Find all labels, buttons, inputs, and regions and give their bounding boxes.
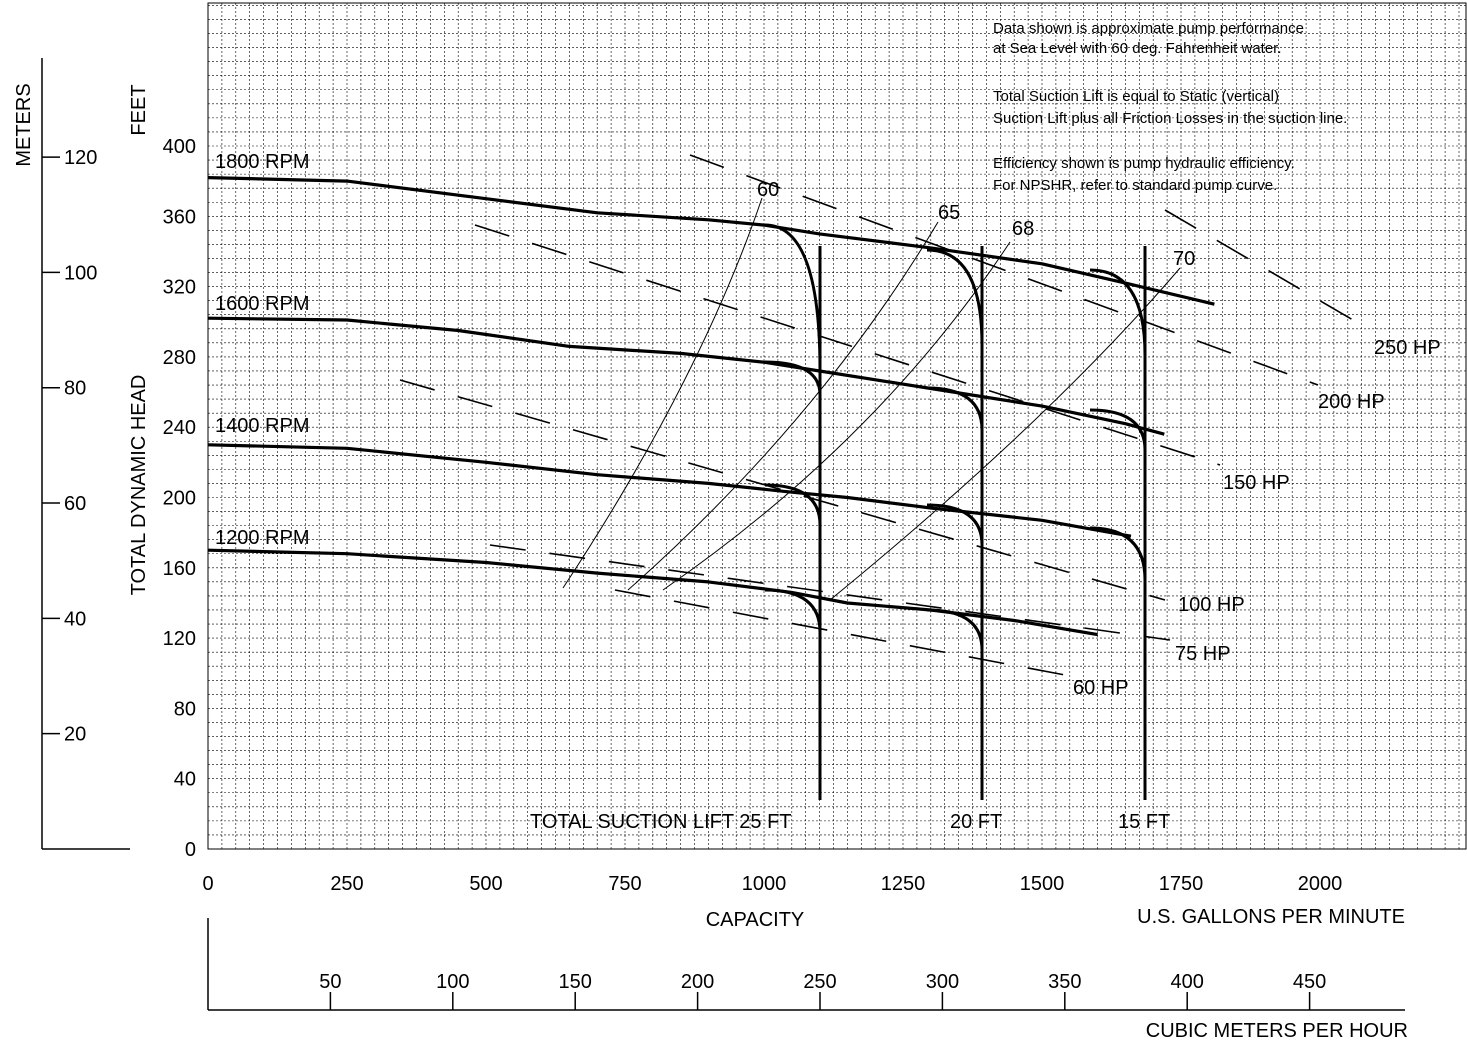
secondary-x-tick-label: 50 xyxy=(319,971,341,993)
efficiency-line xyxy=(829,267,1181,601)
suction-lift-label: 15 FT xyxy=(1118,811,1170,833)
suction-lift-label: 20 FT xyxy=(950,811,1002,833)
x-tick-label: 500 xyxy=(469,873,502,895)
rpm-curve xyxy=(207,548,1098,637)
secondary-x-tick-label: 450 xyxy=(1293,971,1326,993)
hp-label: 100 HP xyxy=(1178,594,1245,616)
y-tick-label: 400 xyxy=(163,136,196,158)
suction-lift-knee xyxy=(926,386,984,431)
note-line: For NPSHR, refer to standard pump curve. xyxy=(993,177,1277,194)
x-axis-label: CAPACITY xyxy=(706,909,805,931)
suction-lift-knee xyxy=(764,360,822,396)
suction-lift-knee xyxy=(764,223,822,371)
x-tick-label: 750 xyxy=(608,873,641,895)
efficiency-label: 68 xyxy=(1012,218,1034,240)
hp-line xyxy=(1164,209,1371,331)
rpm-curve xyxy=(207,316,1165,436)
x-tick-label: 0 xyxy=(202,873,213,895)
secondary-x-tick-label: 150 xyxy=(559,971,592,993)
y-axis-label: TOTAL DYNAMIC HEAD xyxy=(128,375,150,596)
y-tick-label: 240 xyxy=(163,417,196,439)
hp-line xyxy=(399,379,1166,601)
rpm-label: 1600 RPM xyxy=(215,293,310,315)
y-tick-label: 320 xyxy=(163,277,196,299)
secondary-y-tick-label: 20 xyxy=(64,724,86,746)
efficiency-line xyxy=(662,241,1011,591)
hp-label: 60 HP xyxy=(1073,677,1129,699)
efficiency-label: 65 xyxy=(938,202,960,224)
rpm-label: 1200 RPM xyxy=(215,527,310,549)
secondary-x-tick-label: 100 xyxy=(436,971,469,993)
x-tick-label: 2000 xyxy=(1298,873,1343,895)
secondary-y-tick-label: 80 xyxy=(64,378,86,400)
secondary-x-tick-label: 250 xyxy=(803,971,836,993)
y-tick-label: 80 xyxy=(174,698,196,720)
x-tick-label: 250 xyxy=(330,873,363,895)
note-line: at Sea Level with 60 deg. Fahrenheit wat… xyxy=(993,40,1282,57)
efficiency-label: 70 xyxy=(1173,248,1195,270)
hp-label: 150 HP xyxy=(1223,472,1290,494)
suction-lift-label: TOTAL SUCTION LIFT 25 FT xyxy=(530,811,792,833)
suction-lift-knee xyxy=(926,608,984,651)
suction-lift-knee xyxy=(1089,526,1147,581)
hp-lines: 250 HP 200 HP 150 HP 100 HP 75 HP 60 HP xyxy=(399,154,1441,699)
x-tick-label: 1000 xyxy=(742,873,787,895)
efficiency-line xyxy=(627,221,939,591)
y-tick-label: 200 xyxy=(163,488,196,510)
secondary-y-tick-label: 60 xyxy=(64,493,86,515)
y-axis-unit-label: FEET xyxy=(128,84,150,135)
secondary-x-tick-label: 300 xyxy=(926,971,959,993)
efficiency-lines: 60 65 68 70 xyxy=(562,179,1195,601)
suction-lift-knee xyxy=(764,483,822,526)
hp-line xyxy=(614,589,1066,676)
hp-label: 200 HP xyxy=(1318,391,1385,413)
suction-lift-knee xyxy=(926,503,984,546)
suction-lift-knee xyxy=(1089,268,1147,356)
secondary-y-tick-label: 120 xyxy=(64,147,97,169)
hp-line xyxy=(474,224,1221,466)
note-line: Data shown is approximate pump performan… xyxy=(993,20,1304,37)
suction-lift-knee xyxy=(926,248,984,346)
secondary-y-axis-unit-label: METERS xyxy=(13,83,35,166)
hp-line xyxy=(689,154,1319,386)
hp-line xyxy=(489,544,1171,641)
rpm-curve xyxy=(207,443,1132,538)
y-tick-label: 0 xyxy=(185,839,196,861)
note-line: Total Suction Lift is equal to Static (v… xyxy=(993,88,1279,105)
rpm-label: 1400 RPM xyxy=(215,415,310,437)
efficiency-label: 60 xyxy=(757,179,779,201)
y-tick-label: 360 xyxy=(163,206,196,228)
grid xyxy=(207,2,1467,850)
secondary-y-tick-label: 100 xyxy=(64,262,97,284)
note-line: Suction Lift plus all Friction Losses in… xyxy=(993,110,1347,127)
secondary-y-tick-label: 40 xyxy=(64,608,86,630)
note-line: Efficiency shown is pump hydraulic effic… xyxy=(993,155,1295,172)
y-tick-label: 160 xyxy=(163,558,196,580)
rpm-curves: 1800 RPM 1600 RPM 1400 RPM 1200 RPM xyxy=(207,151,1215,637)
y-tick-label: 120 xyxy=(163,628,196,650)
x-tick-label: 1500 xyxy=(1020,873,1065,895)
suction-lift-curves: TOTAL SUCTION LIFT 25 FT 20 FT 15 FT xyxy=(530,223,1170,833)
hp-label: 250 HP xyxy=(1374,337,1441,359)
suction-lift-knee xyxy=(1089,408,1147,451)
secondary-x-tick-label: 400 xyxy=(1171,971,1204,993)
hp-label: 75 HP xyxy=(1175,643,1231,665)
plot-frame xyxy=(207,2,1467,850)
y-tick-label: 40 xyxy=(174,769,196,791)
y-tick-label: 280 xyxy=(163,347,196,369)
secondary-x-tick-label: 200 xyxy=(681,971,714,993)
secondary-x-tick-label: 350 xyxy=(1048,971,1081,993)
suction-lift-knee xyxy=(764,588,822,633)
rpm-curve xyxy=(207,176,1215,306)
efficiency-line xyxy=(562,197,763,589)
x-tick-label: 1750 xyxy=(1159,873,1204,895)
secondary-x-axis-unit-label: CUBIC METERS PER HOUR xyxy=(1146,1020,1408,1042)
rpm-label: 1800 RPM xyxy=(215,151,310,173)
x-axis-unit-label: U.S. GALLONS PER MINUTE xyxy=(1137,906,1405,928)
x-tick-label: 1250 xyxy=(881,873,926,895)
notes-block: Data shown is approximate pump performan… xyxy=(993,20,1347,194)
